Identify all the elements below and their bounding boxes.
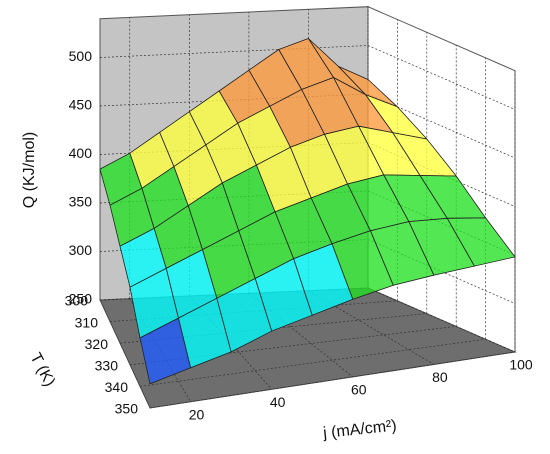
z-tick-label: 350 (69, 194, 93, 210)
grid-line (367, 93, 516, 159)
x-tick-label: 60 (351, 382, 367, 398)
y-tick-label: 350 (115, 401, 139, 417)
surface (99, 38, 516, 385)
x-tick-label: 80 (432, 369, 448, 385)
z-axis-title: Q (KJ/mol) (21, 132, 38, 208)
surface-cell (139, 317, 192, 385)
grid-line (129, 326, 457, 366)
grid-line (367, 287, 516, 353)
y-axis-title: T (K) (26, 350, 58, 389)
x-axis-title: j (mA/cm²) (321, 417, 397, 442)
y-tick-label: 310 (75, 314, 99, 330)
x-tick-label: 100 (509, 357, 533, 373)
grid-line (119, 313, 427, 344)
labels: 2503003504004505002040608010030031032033… (65, 48, 533, 422)
z-tick-label: 500 (69, 48, 93, 64)
grid-line (149, 351, 516, 409)
x-tick-label: 20 (189, 406, 205, 422)
z-tick-label: 400 (69, 145, 93, 161)
y-tick-label: 340 (105, 379, 129, 395)
grid-line (99, 93, 369, 107)
grid-line (99, 45, 369, 58)
y-tick-label: 330 (95, 358, 119, 374)
grid-line (367, 45, 516, 110)
z-tick-label: 450 (69, 97, 93, 113)
x-tick-label: 40 (270, 394, 286, 410)
y-tick-label: 320 (85, 336, 109, 352)
z-tick-label: 300 (69, 242, 93, 258)
y-tick-label: 300 (65, 293, 89, 309)
z-tick-label: 250 (69, 291, 93, 307)
